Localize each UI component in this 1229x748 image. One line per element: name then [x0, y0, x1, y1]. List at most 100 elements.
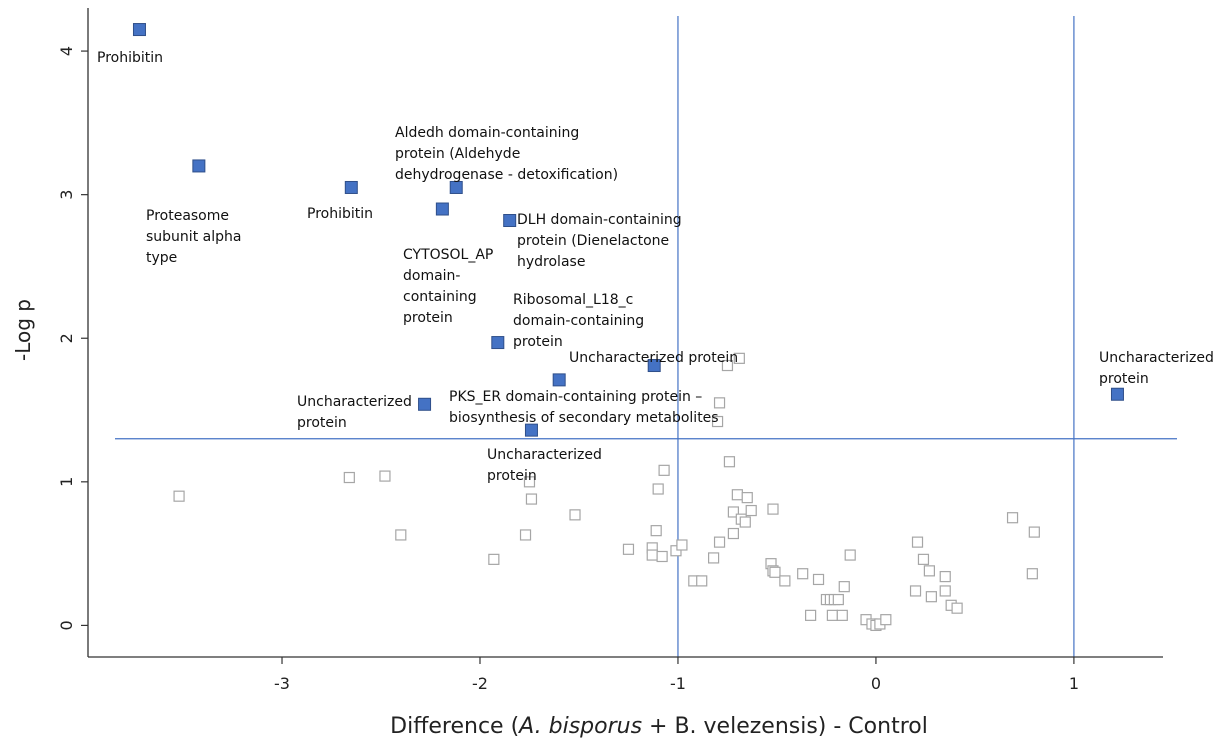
significant-point: [647, 359, 661, 373]
nonsignificant-point: [745, 504, 757, 517]
x-axis-title-prefix: Difference (: [390, 714, 519, 739]
nonsignificant-point: [951, 602, 963, 614]
nonsignificant-point: [826, 609, 838, 621]
significant-point: [552, 373, 566, 387]
point-annotation-line: containing: [403, 289, 477, 305]
point-annotation: Ribosomal_L18_c domain-containing protein: [513, 292, 644, 350]
point-annotation-line: protein: [1099, 371, 1149, 387]
point-annotation-line: protein: [297, 415, 347, 431]
nonsignificant-point: [925, 591, 937, 603]
x-axis-title-suffix: + B. velezensis) - Control: [642, 714, 928, 739]
nonsignificant-point: [939, 570, 951, 583]
point-annotation-line: Proteasome: [146, 208, 229, 224]
nonsignificant-point: [733, 352, 745, 364]
x-tick-label: -3: [274, 674, 290, 693]
nonsignificant-point: [646, 549, 658, 561]
point-annotation: CYTOSOL_AP domain-containing protein: [403, 247, 493, 326]
nonsignificant-point: [713, 397, 726, 409]
point-annotation: Uncharacterized protein: [487, 447, 602, 484]
nonsignificant-point: [838, 581, 850, 593]
nonsignificant-point: [797, 568, 809, 580]
nonsignificant-point: [832, 593, 844, 606]
x-axis-title: Difference (A. bisporus + B. velezensis)…: [390, 714, 928, 739]
significant-point: [524, 423, 538, 437]
nonsignificant-point: [696, 575, 708, 587]
nonsignificant-point: [767, 503, 779, 515]
point-annotation: Uncharacterized protein: [297, 394, 412, 431]
nonsignificant-point: [880, 614, 892, 626]
point-annotation: DLH domain-containing protein (Dienelacto…: [517, 212, 682, 270]
nonsignificant-point: [805, 609, 817, 621]
point-annotation: Prohibitin: [97, 50, 163, 66]
nonsignificant-point: [711, 415, 724, 428]
nonsignificant-point: [519, 529, 532, 541]
nonsignificant-point: [650, 525, 662, 537]
point-annotation-line: protein (Dienelactone: [517, 233, 669, 249]
point-annotation-line: hydrolase: [517, 254, 585, 270]
nonsignificant-point: [395, 529, 407, 541]
nonsignificant-point: [379, 470, 391, 482]
nonsignificant-point: [1006, 512, 1019, 524]
nonsignificant-point: [707, 552, 720, 564]
significant-points: [132, 23, 1124, 437]
nonsignificant-point: [727, 527, 739, 540]
axes: -3 -2 -1 0 1 0 1 2 3 4: [57, 8, 1163, 693]
nonsignificant-point: [917, 553, 930, 565]
point-annotation-line: subunit alpha: [146, 229, 241, 245]
y-tick-label: 0: [57, 620, 76, 630]
point-annotation-line: PKS_ER domain-containing protein –: [449, 389, 702, 405]
point-annotation-line: protein: [513, 334, 563, 350]
nonsignificant-point: [779, 575, 791, 587]
point-annotation: Uncharacterized protein: [1099, 350, 1214, 387]
nonsignificant-point: [670, 545, 682, 557]
point-annotation-line: protein (Aldehyde: [395, 146, 520, 162]
point-annotation-line: biosynthesis of secondary metabolites: [449, 410, 719, 426]
y-tick-label: 3: [57, 190, 76, 200]
significant-point: [435, 202, 449, 216]
x-tick-label: 1: [1069, 674, 1079, 693]
significant-point: [491, 336, 505, 350]
nonsignificant-point: [844, 549, 856, 561]
point-annotation-line: Prohibitin: [97, 50, 163, 66]
point-annotation-line: CYTOSOL_AP: [403, 247, 493, 263]
x-axis-title-italic: A. bisporus: [517, 714, 642, 739]
nonsignificant-point: [569, 509, 581, 521]
nonsignificant-point: [523, 476, 536, 488]
point-annotation-line: Uncharacterized: [297, 394, 412, 410]
y-axis-title: -Log p: [11, 299, 35, 361]
point-annotation: PKS_ER domain-containing protein – biosyn…: [449, 389, 719, 426]
nonsignificant-point: [939, 585, 951, 597]
y-tick-label: 1: [57, 477, 76, 487]
point-annotation-line: protein: [487, 468, 537, 484]
nonsignificant-point: [812, 573, 825, 586]
point-annotation-line: DLH domain-containing: [517, 212, 682, 228]
x-tick-label: 0: [871, 674, 881, 693]
threshold-lines: [115, 16, 1177, 657]
nonsignificant-point: [923, 565, 935, 577]
nonsignificant-point: [525, 493, 538, 505]
nonsignificant-point: [658, 464, 670, 476]
point-annotation-line: dehydrogenase - detoxification): [395, 167, 618, 183]
nonsignificant-point: [721, 359, 734, 372]
nonsignificant-point: [741, 492, 753, 504]
nonsignificant-point: [713, 536, 726, 548]
x-tick-label: -2: [472, 674, 488, 693]
nonsignificant-point: [343, 471, 355, 484]
point-annotation: Aldedh domain-containing protein (Aldehyd…: [395, 125, 618, 183]
nonsignificant-point: [723, 456, 736, 468]
nonsignificant-point: [652, 483, 664, 495]
nonsignificant-point: [739, 516, 751, 528]
point-annotation-line: domain-: [403, 268, 460, 284]
nonsignificant-point: [173, 490, 185, 502]
nonsignificant-point: [909, 585, 922, 597]
nonsignificant-points: [173, 352, 1040, 632]
significant-point: [503, 214, 517, 228]
point-annotation-line: Uncharacterized: [487, 447, 602, 463]
point-annotation-line: protein: [403, 310, 453, 326]
point-annotation-line: Prohibitin: [307, 206, 373, 222]
point-annotation: Prohibitin: [307, 206, 373, 222]
point-annotation: Uncharacterized protein: [569, 350, 738, 366]
y-tick-label: 4: [57, 46, 76, 56]
